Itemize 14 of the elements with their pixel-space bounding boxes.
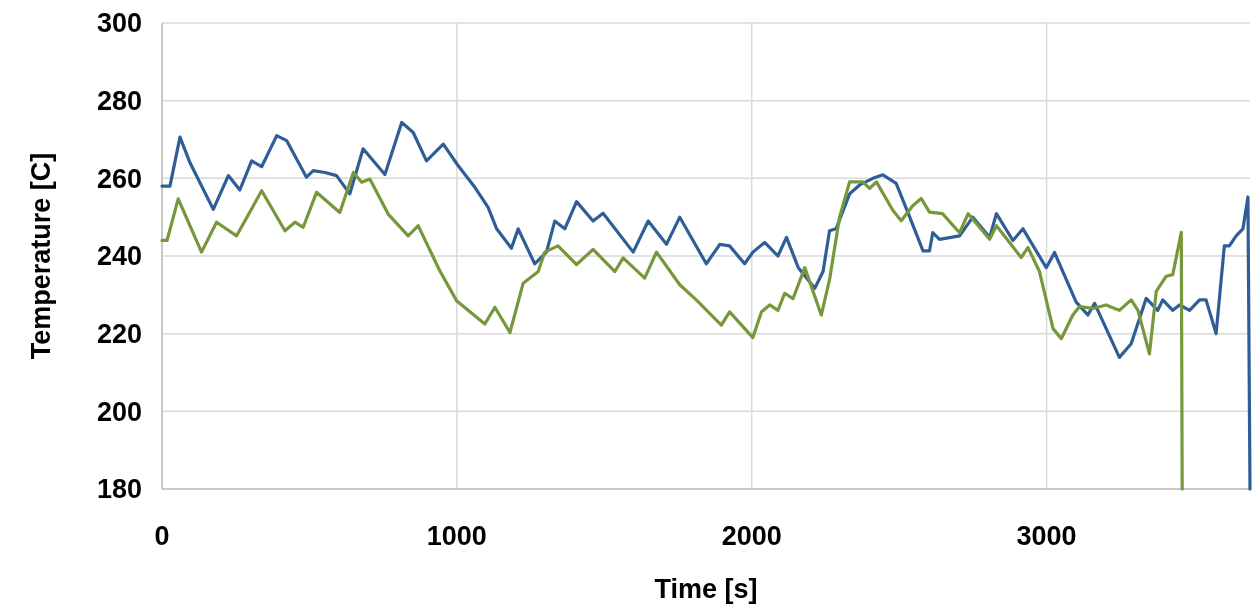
x-tick-label: 2000 <box>721 521 782 551</box>
x-tick-label: 3000 <box>1016 521 1077 551</box>
y-axis-title: Temperature [C] <box>26 152 56 360</box>
x-tick-label: 1000 <box>426 521 487 551</box>
y-tick-label: 280 <box>96 86 142 117</box>
x-tick-label: 0 <box>154 521 170 551</box>
y-tick-label: 240 <box>96 241 142 272</box>
y-tick-label: 180 <box>96 474 142 505</box>
line-series <box>160 170 1184 491</box>
y-tick-label: 220 <box>96 319 142 350</box>
y-tick-label: 200 <box>96 396 142 427</box>
y-tick-label: 260 <box>96 163 142 194</box>
x-axis-title: Time [s] <box>654 574 758 604</box>
y-tick-label: 300 <box>96 8 142 39</box>
